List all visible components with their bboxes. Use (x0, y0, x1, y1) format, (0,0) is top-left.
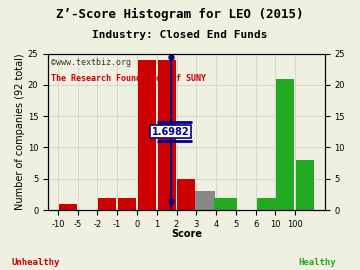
X-axis label: Score: Score (171, 229, 202, 239)
Bar (276, 79, 294, 210)
Text: Unhealthy: Unhealthy (12, 258, 60, 266)
Bar (195, 191, 205, 210)
Bar (221, 198, 231, 210)
Text: ©www.textbiz.org: ©www.textbiz.org (51, 58, 131, 67)
Bar (118, 198, 136, 210)
Bar (138, 60, 156, 210)
Bar (228, 198, 237, 210)
Bar (296, 160, 314, 210)
Bar (59, 204, 77, 210)
Text: Industry: Closed End Funds: Industry: Closed End Funds (92, 30, 268, 40)
Bar (98, 198, 116, 210)
Bar (205, 191, 215, 210)
Y-axis label: Number of companies (92 total): Number of companies (92 total) (15, 53, 25, 210)
Text: 1.6982: 1.6982 (152, 127, 189, 137)
Text: Healthy: Healthy (298, 258, 336, 266)
Text: Z’-Score Histogram for LEO (2015): Z’-Score Histogram for LEO (2015) (56, 8, 304, 21)
Text: The Research Foundation of SUNY: The Research Foundation of SUNY (51, 74, 206, 83)
Bar (267, 198, 277, 210)
Bar (177, 179, 195, 210)
Bar (158, 60, 176, 210)
Bar (257, 198, 274, 210)
Bar (215, 198, 224, 210)
